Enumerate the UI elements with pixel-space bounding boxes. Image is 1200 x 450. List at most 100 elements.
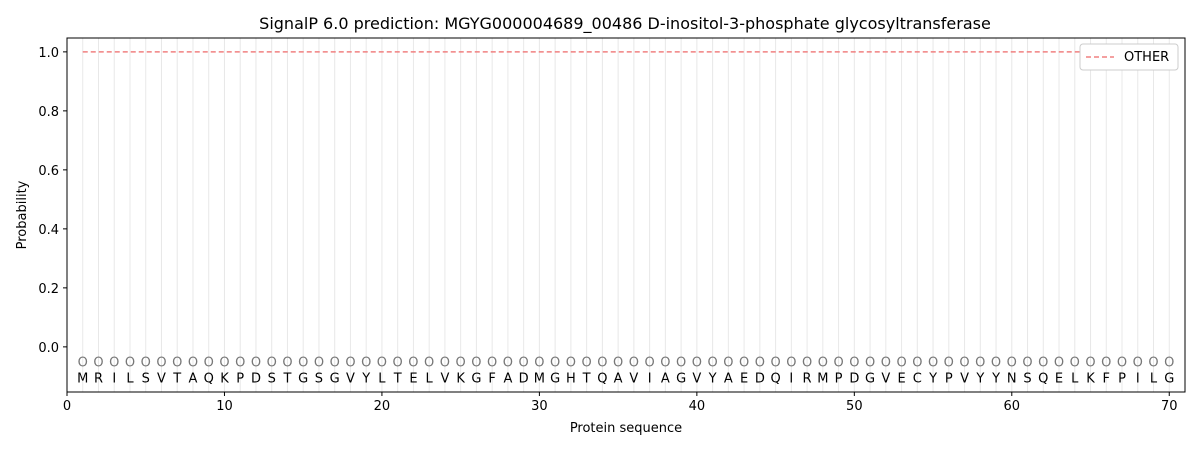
x-tick-label: 0 xyxy=(63,399,71,414)
label-marker: O xyxy=(912,356,922,371)
residue-label: L xyxy=(378,371,386,386)
y-tick-label: 0.6 xyxy=(38,164,59,179)
label-marker: O xyxy=(156,356,166,371)
residue-label: T xyxy=(172,371,181,386)
residue-label: H xyxy=(566,371,576,386)
label-marker: O xyxy=(93,356,103,371)
label-marker: O xyxy=(991,356,1001,371)
residue-label: S xyxy=(268,371,276,386)
residue-label: S xyxy=(315,371,323,386)
residue-label: Y xyxy=(708,371,717,386)
residue-label: K xyxy=(220,371,229,386)
residue-label: A xyxy=(503,371,512,386)
residue-label: G xyxy=(1164,371,1174,386)
label-marker: O xyxy=(298,356,308,371)
label-marker: O xyxy=(739,356,749,371)
label-marker: O xyxy=(282,356,292,371)
residue-label: G xyxy=(298,371,308,386)
residue-label: G xyxy=(330,371,340,386)
label-marker: O xyxy=(188,356,198,371)
residue-label: I xyxy=(648,371,652,386)
residue-label: V xyxy=(440,371,449,386)
residue-label: Y xyxy=(361,371,370,386)
residue-label: F xyxy=(1103,371,1110,386)
residue-label: F xyxy=(488,371,495,386)
label-marker: O xyxy=(849,356,859,371)
label-marker: O xyxy=(424,356,434,371)
label-marker: O xyxy=(408,356,418,371)
y-tick-label: 0.2 xyxy=(38,282,59,297)
plot-frame xyxy=(66,37,1186,393)
residue-label: K xyxy=(456,371,465,386)
residue-label: P xyxy=(945,371,953,386)
label-marker: O xyxy=(440,356,450,371)
residue-label: Y xyxy=(991,371,1000,386)
label-marker: O xyxy=(550,356,560,371)
label-marker: O xyxy=(566,356,576,371)
label-marker: O xyxy=(345,356,355,371)
residue-label: V xyxy=(346,371,355,386)
label-marker: O xyxy=(975,356,985,371)
label-marker: O xyxy=(377,356,387,371)
residue-label: A xyxy=(189,371,198,386)
x-tick-label: 70 xyxy=(1161,399,1178,414)
label-marker: O xyxy=(456,356,466,371)
residue-label: I xyxy=(789,371,793,386)
residue-label: D xyxy=(251,371,261,386)
legend-label-other: OTHER xyxy=(1124,50,1169,65)
residue-label: Q xyxy=(597,371,607,386)
residue-label: V xyxy=(881,371,890,386)
label-marker: O xyxy=(78,356,88,371)
residue-label: M xyxy=(817,371,828,386)
residue-label: I xyxy=(112,371,116,386)
x-tick-label: 60 xyxy=(1004,399,1021,414)
label-marker: O xyxy=(755,356,765,371)
residue-label: N xyxy=(1007,371,1017,386)
label-marker: O xyxy=(944,356,954,371)
label-marker: O xyxy=(267,356,277,371)
x-tick-label: 10 xyxy=(216,399,233,414)
label-marker: O xyxy=(1148,356,1158,371)
label-marker: O xyxy=(881,356,891,371)
residue-label: D xyxy=(755,371,765,386)
chart-title: SignalP 6.0 prediction: MGYG000004689_00… xyxy=(259,14,991,34)
residue-label: V xyxy=(157,371,166,386)
label-marker: O xyxy=(1022,356,1032,371)
y-tick-label: 1.0 xyxy=(38,46,59,61)
residue-label: G xyxy=(676,371,686,386)
residue-label: G xyxy=(550,371,560,386)
label-marker: O xyxy=(660,356,670,371)
x-tick-label: 50 xyxy=(846,399,863,414)
residue-label: Q xyxy=(770,371,780,386)
residue-label: E xyxy=(897,371,905,386)
label-marker: O xyxy=(251,356,261,371)
y-tick-label: 0.0 xyxy=(38,341,59,356)
residue-label: I xyxy=(1136,371,1140,386)
residue-label: Q xyxy=(1038,371,1048,386)
label-marker: O xyxy=(1164,356,1174,371)
residue-label: A xyxy=(614,371,623,386)
residue-label: Y xyxy=(928,371,937,386)
label-marker: O xyxy=(1101,356,1111,371)
residue-label: V xyxy=(960,371,969,386)
label-marker: O xyxy=(503,356,513,371)
residue-label: L xyxy=(1071,371,1079,386)
label-marker: O xyxy=(865,356,875,371)
label-marker: O xyxy=(1054,356,1064,371)
residue-label: P xyxy=(835,371,843,386)
residue-label: D xyxy=(849,371,859,386)
y-tick-label: 0.8 xyxy=(38,105,59,120)
label-marker: O xyxy=(613,356,623,371)
residue-label: R xyxy=(94,371,103,386)
label-marker: O xyxy=(723,356,733,371)
label-marker: O xyxy=(471,356,481,371)
label-marker: O xyxy=(645,356,655,371)
label-marker: O xyxy=(534,356,544,371)
label-marker: O xyxy=(330,356,340,371)
residue-label: G xyxy=(471,371,481,386)
label-marker: O xyxy=(629,356,639,371)
x-tick-label: 40 xyxy=(689,399,706,414)
label-marker: O xyxy=(1117,356,1127,371)
residue-label: L xyxy=(1150,371,1158,386)
